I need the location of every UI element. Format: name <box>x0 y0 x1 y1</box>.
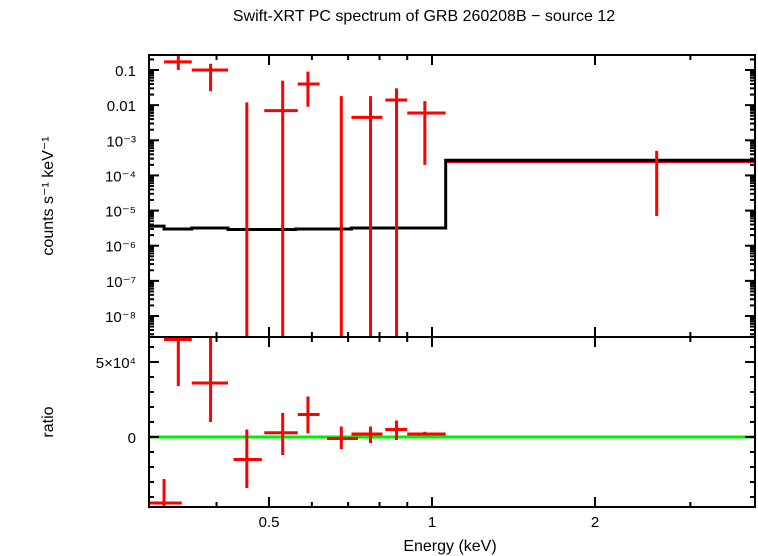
data-point <box>407 101 446 165</box>
chart-title: Swift-XRT PC spectrum of GRB 260208B − s… <box>232 8 616 25</box>
y-tick-label: 0.01 <box>107 98 136 115</box>
y-tick-label: 10⁻⁶ <box>105 239 136 256</box>
data-point <box>297 71 320 107</box>
y-tick-label: 10⁻⁸ <box>105 309 136 326</box>
data-point <box>164 56 192 70</box>
data-point <box>351 96 383 337</box>
y-tick-label: 10⁻⁷ <box>106 274 136 291</box>
x-tick-label: 2 <box>591 514 599 531</box>
y-tick-label: 0.1 <box>115 63 136 80</box>
y-tick-label: 0 <box>128 430 136 447</box>
x-tick-label: 0.5 <box>259 514 280 531</box>
data-point <box>385 88 408 337</box>
model-step-line <box>149 158 755 231</box>
ratio-point <box>385 420 408 440</box>
ratio-point <box>191 337 228 422</box>
y-tick-label: 10⁻³ <box>106 133 136 150</box>
ratio-point <box>297 396 320 434</box>
y-tick-label: 10⁻⁵ <box>105 204 136 221</box>
ratio-point <box>327 426 358 449</box>
ratio-point <box>149 479 182 506</box>
x-tick-label: 1 <box>428 514 436 531</box>
top-panel-frame <box>148 54 756 338</box>
ratio-point <box>164 337 192 386</box>
y-tick-label: 5×10⁴ <box>96 355 136 372</box>
data-point <box>191 63 228 92</box>
ratio-point <box>233 429 262 488</box>
ratio-point <box>264 413 298 455</box>
y-tick-label: 10⁻⁴ <box>105 168 136 185</box>
x-axis-label: Energy (keV) <box>403 538 496 555</box>
ratio-point <box>351 426 383 443</box>
ratio-point <box>407 431 446 436</box>
data-point <box>264 80 298 337</box>
bottom-panel-data <box>149 337 755 506</box>
y-axis-label-top: counts s⁻¹ keV⁻¹ <box>40 136 57 255</box>
y-axis-label-bottom: ratio <box>40 406 57 437</box>
bottom-panel-frame <box>148 336 756 508</box>
top-panel-data <box>149 56 755 337</box>
